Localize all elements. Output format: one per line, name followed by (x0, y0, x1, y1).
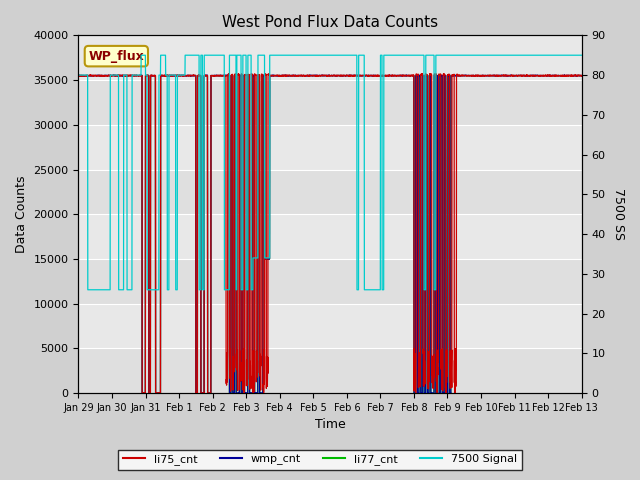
Bar (79, 80, 582, 125)
Text: WP_flux: WP_flux (88, 49, 144, 63)
X-axis label: Time: Time (315, 419, 346, 432)
Bar (79, 169, 582, 214)
Y-axis label: 7500 SS: 7500 SS (612, 188, 625, 240)
Title: West Pond Flux Data Counts: West Pond Flux Data Counts (222, 15, 438, 30)
Legend: li75_cnt, wmp_cnt, li77_cnt, 7500 Signal: li75_cnt, wmp_cnt, li77_cnt, 7500 Signal (118, 450, 522, 469)
Bar (79, 348, 582, 393)
Bar (79, 259, 582, 304)
Y-axis label: Data Counts: Data Counts (15, 176, 28, 253)
